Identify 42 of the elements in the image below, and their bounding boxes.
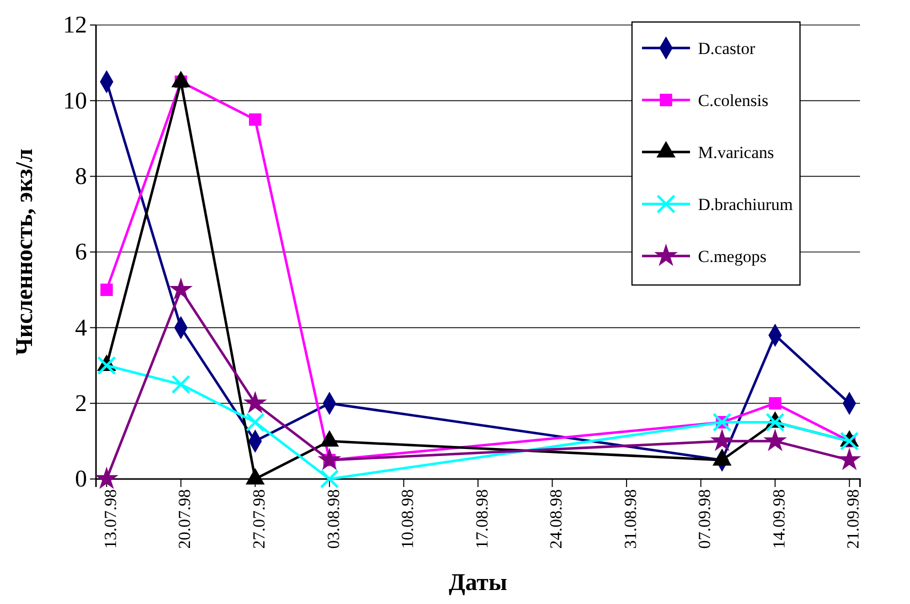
legend-label: M.varicans <box>698 143 774 162</box>
point <box>318 448 340 470</box>
x-tick-label: 27.07.98 <box>249 489 268 549</box>
y-tick-label: 0 <box>75 466 87 493</box>
x-axis-title: Даты <box>448 570 508 596</box>
point <box>96 468 118 488</box>
point <box>768 397 782 410</box>
point <box>248 113 262 126</box>
point <box>838 448 860 470</box>
point <box>244 392 266 413</box>
y-tick-label: 8 <box>75 164 87 190</box>
legend-label: D.castor <box>698 39 756 58</box>
y-axis-title: Численность, экз/л <box>12 148 38 356</box>
point <box>712 412 732 432</box>
point <box>320 469 339 489</box>
legend-label: C.megops <box>698 247 766 266</box>
x-tick-label: 31.08.98 <box>620 489 640 549</box>
point <box>246 412 265 432</box>
y-tick-label: 10 <box>63 88 87 114</box>
point <box>766 412 785 432</box>
point <box>97 356 116 376</box>
x-tick-label: 13.07.98 <box>100 489 120 549</box>
point <box>171 374 190 394</box>
x-tick-label: 20.07.98 <box>175 489 194 549</box>
y-tick-label: 6 <box>75 240 87 266</box>
legend-label: C.colensis <box>698 91 768 110</box>
x-tick-label: 07.09.98 <box>695 489 714 549</box>
point <box>840 432 859 451</box>
x-tick-label: 10.08.98 <box>398 489 418 549</box>
x-tick-label: 14.09.98 <box>769 489 788 549</box>
y-tick-label: 2 <box>75 391 87 418</box>
y-tick-label: 12 <box>63 12 87 39</box>
x-tick-label: 03.08.98 <box>324 489 343 549</box>
x-tick-label: 17.08.98 <box>472 489 492 549</box>
x-tick-label: 21.09.98 <box>844 489 863 549</box>
legend-label: D.brachiurum <box>698 195 793 214</box>
x-tick-label: 24.08.98 <box>546 489 566 549</box>
point <box>711 430 733 450</box>
point <box>764 430 786 450</box>
point <box>100 284 113 296</box>
y-tick-label: 4 <box>75 315 87 342</box>
point <box>170 278 192 300</box>
